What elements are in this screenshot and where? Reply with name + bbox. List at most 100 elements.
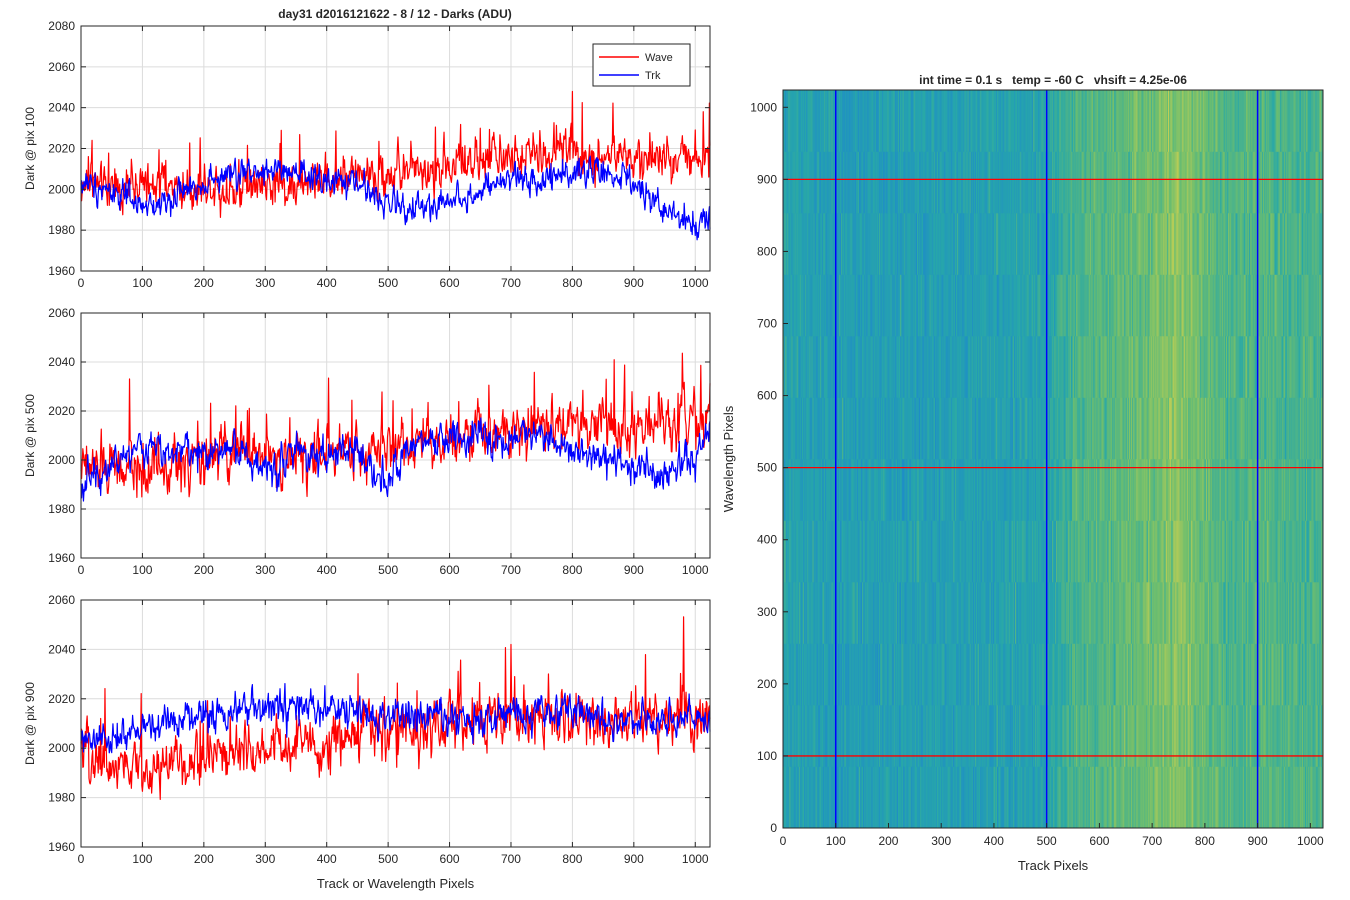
image-column-segment bbox=[1012, 582, 1015, 644]
image-column-segment bbox=[1026, 766, 1028, 828]
image-column-segment bbox=[1009, 274, 1012, 337]
image-column-segment bbox=[792, 274, 794, 337]
image-column-segment bbox=[811, 336, 813, 398]
image-column-segment bbox=[1084, 90, 1086, 152]
image-column-segment bbox=[990, 582, 993, 644]
image-column-segment bbox=[983, 520, 985, 583]
image-column-segment bbox=[1188, 397, 1190, 460]
image-column-segment bbox=[1135, 643, 1137, 706]
image-column-segment bbox=[807, 151, 809, 214]
image-column-segment bbox=[1035, 336, 1037, 398]
image-column-segment bbox=[1062, 151, 1064, 214]
image-column-segment bbox=[900, 213, 902, 275]
image-column-segment bbox=[889, 766, 891, 828]
image-column-segment bbox=[985, 397, 987, 460]
image-column-segment bbox=[1192, 459, 1194, 521]
image-column-segment bbox=[1038, 520, 1040, 583]
image-column-segment bbox=[1125, 643, 1128, 706]
image-column-segment bbox=[1006, 397, 1008, 460]
image-column-segment bbox=[901, 766, 903, 828]
image-column-segment bbox=[1136, 582, 1138, 644]
image-column-segment bbox=[967, 336, 969, 398]
image-column-segment bbox=[1166, 582, 1169, 644]
image-column-segment bbox=[872, 336, 874, 398]
image-column-segment bbox=[987, 213, 989, 275]
image-column-segment bbox=[889, 151, 891, 214]
image-column-segment bbox=[1077, 274, 1079, 337]
image-column-segment bbox=[1009, 151, 1012, 214]
image-column-segment bbox=[923, 766, 925, 828]
image-column-segment bbox=[1037, 213, 1039, 275]
image-column-segment bbox=[1137, 643, 1139, 706]
image-column-segment bbox=[965, 336, 967, 398]
image-column-segment bbox=[1129, 397, 1132, 460]
image-column-segment bbox=[939, 397, 941, 460]
image-column-segment bbox=[900, 766, 902, 828]
image-column-segment bbox=[1173, 213, 1175, 275]
image-column-segment bbox=[868, 643, 870, 706]
image-column-segment bbox=[944, 213, 946, 275]
image-column-segment bbox=[1061, 520, 1063, 583]
image-column-segment bbox=[906, 151, 908, 214]
image-column-segment bbox=[805, 520, 807, 583]
image-column-segment bbox=[1040, 213, 1042, 275]
image-column-segment bbox=[1161, 274, 1163, 337]
image-column-segment bbox=[1123, 705, 1126, 767]
image-column-segment bbox=[863, 213, 865, 275]
image-column-segment bbox=[1085, 397, 1088, 460]
image-column-segment bbox=[1177, 705, 1179, 767]
image-column-segment bbox=[1124, 151, 1127, 214]
image-column-segment bbox=[1123, 274, 1126, 337]
image-column-segment bbox=[1099, 459, 1101, 521]
image-column-segment bbox=[954, 336, 957, 398]
image-column-segment bbox=[1017, 336, 1019, 398]
image-column-segment bbox=[870, 520, 872, 583]
x-tick-label: 800 bbox=[562, 852, 582, 866]
image-column-segment bbox=[1025, 397, 1027, 460]
image-column-segment bbox=[886, 520, 888, 583]
image-column-segment bbox=[1077, 151, 1079, 214]
image-column-segment bbox=[1119, 274, 1121, 337]
image-column-segment bbox=[819, 336, 822, 398]
image-column-segment bbox=[826, 459, 828, 521]
image-column-segment bbox=[1003, 459, 1005, 521]
image-column-segment bbox=[793, 90, 795, 152]
image-column-segment bbox=[1068, 459, 1071, 521]
image-column-segment bbox=[871, 90, 873, 152]
image-column-segment bbox=[1027, 643, 1030, 706]
image-column-segment bbox=[906, 213, 908, 275]
image-column-segment bbox=[1199, 151, 1201, 214]
image-column-segment bbox=[1135, 705, 1137, 767]
image-column-segment bbox=[832, 336, 834, 398]
image-column-segment bbox=[1115, 582, 1117, 644]
image-column-segment bbox=[877, 520, 880, 583]
image-column-segment bbox=[1186, 213, 1189, 275]
image-column-segment bbox=[842, 520, 844, 583]
image-column-segment bbox=[1024, 766, 1026, 828]
image-column-segment bbox=[1005, 459, 1007, 521]
image-column-segment bbox=[978, 582, 980, 644]
image-column-segment bbox=[904, 151, 906, 214]
image-column-segment bbox=[912, 520, 915, 583]
image-column-segment bbox=[855, 643, 858, 706]
image-column-segment bbox=[853, 336, 856, 398]
image-column-segment bbox=[970, 705, 973, 767]
image-column-segment bbox=[800, 766, 803, 828]
image-column-segment bbox=[1005, 90, 1007, 152]
image-column-segment bbox=[857, 643, 860, 706]
image-column-segment bbox=[991, 766, 994, 828]
image-column-segment bbox=[1100, 643, 1102, 706]
image-column-segment bbox=[912, 274, 915, 337]
image-column-segment bbox=[1042, 213, 1044, 275]
image-column-segment bbox=[1081, 397, 1083, 460]
image-column-segment bbox=[890, 520, 892, 583]
image-column-segment bbox=[1126, 274, 1129, 337]
image-column-segment bbox=[918, 459, 920, 521]
image-column-segment bbox=[1023, 151, 1025, 214]
image-column-segment bbox=[867, 520, 869, 583]
image-column-segment bbox=[799, 766, 802, 828]
image-column-segment bbox=[984, 213, 986, 275]
image-column-segment bbox=[1134, 151, 1136, 214]
image-column-segment bbox=[1186, 336, 1189, 398]
image-column-segment bbox=[988, 459, 991, 521]
